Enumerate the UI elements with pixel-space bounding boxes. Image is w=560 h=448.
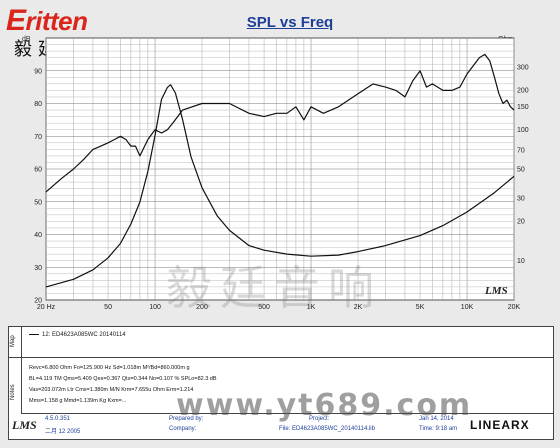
left-tick-label: 40 [34, 232, 42, 239]
right-tick-label: 70 [517, 147, 525, 154]
footer-lms-logo: LMS [12, 418, 37, 432]
footer-time: Time: 9:18 am [419, 426, 458, 432]
x-tick-label: 200 [196, 304, 208, 311]
impedance-curve [45, 84, 515, 288]
x-tick-label: 100 [149, 304, 161, 311]
footer-version: 4.5.0.351 [45, 416, 71, 422]
footer-file: File: ED4623A085WC_20140114.lib [279, 426, 375, 432]
legend-entry: 12: ED4623A085WC 20140114 [29, 332, 126, 338]
x-tick-label: 10K [461, 304, 474, 311]
right-tick-label: 30 [517, 196, 525, 203]
right-tick-label: 300 [517, 65, 529, 72]
notes-box: Revc=6.800 Ohm Fo=125.900 Hz Sd=1.018m M… [21, 357, 553, 414]
url-watermark: www.yt689.com [176, 388, 473, 423]
info-panel: Map Notes 12: ED4623A085WC 20140114 Revc… [8, 326, 554, 440]
logo-wordmark: Eritten [6, 4, 88, 37]
footer-prepared-label: Prepared by: [169, 416, 204, 422]
left-tick-label: 70 [34, 134, 42, 141]
left-tick-label: 90 [34, 68, 42, 75]
x-tick-label: 500 [258, 304, 270, 311]
left-axis-unit: dB [22, 36, 31, 43]
x-tick-label: 2K [354, 304, 363, 311]
note-line: Vas=203.072m Ltr Cms=1.380m M/N Krm=7.65… [29, 387, 194, 393]
x-tick-label: 20K [508, 304, 521, 311]
linearx-brand: LINEARX [470, 418, 530, 432]
left-tick-label: 50 [34, 199, 42, 206]
x-tick-label: 1K [307, 304, 316, 311]
right-tick-label: 10 [517, 258, 525, 265]
x-tick-label: 20 Hz [37, 304, 56, 311]
right-tick-label: 200 [517, 88, 529, 95]
note-line: Revc=6.800 Ohm Fo=125.900 Hz Sd=1.018m M… [29, 365, 190, 371]
left-tick-label: 30 [34, 265, 42, 272]
right-tick-label: 20 [517, 219, 525, 226]
left-tick-label: 60 [34, 167, 42, 174]
plot-area: 20 Hz 50 100 200 500 1K 2K 5K 10K 20K 20 30 40 50 60 70… [34, 37, 529, 311]
note-line: Mms=1.158 g Mmd=1.139m Kg Kxm=... [29, 398, 127, 404]
spl-curve [45, 53, 515, 193]
notes-side-label: Notes [9, 357, 22, 414]
legend-line-swatch [29, 333, 39, 335]
left-tick-label: 80 [34, 101, 42, 108]
right-tick-label: 50 [517, 167, 525, 174]
footer-project-label: Project: [309, 416, 330, 422]
right-tick-label: 100 [517, 127, 529, 134]
lms-badge: LMS [485, 285, 508, 297]
right-tick-label: 150 [517, 104, 529, 111]
footer-company-label: Company: [169, 426, 197, 432]
note-line: BL=4.119 TM Qms=5.409 Qes=0.367 Qts=0.34… [29, 376, 217, 382]
chinese-watermark: 毅廷音响 [166, 261, 382, 315]
legend-box: 12: ED4623A085WC 20140114 [21, 327, 553, 358]
x-tick-label: 50 [104, 304, 112, 311]
footer-bar: LMS 4.5.0.351 二月 12 2005 Prepared by: Co… [9, 413, 553, 439]
x-tick-label: 5K [416, 304, 425, 311]
map-side-label: Map [9, 327, 22, 357]
left-tick-label: 20 [34, 298, 42, 305]
chart-title: SPL vs Freq [246, 14, 334, 31]
footer-build-date: 二月 12 2005 [45, 429, 81, 435]
footer-date: Jan 14, 2014 [419, 416, 454, 422]
